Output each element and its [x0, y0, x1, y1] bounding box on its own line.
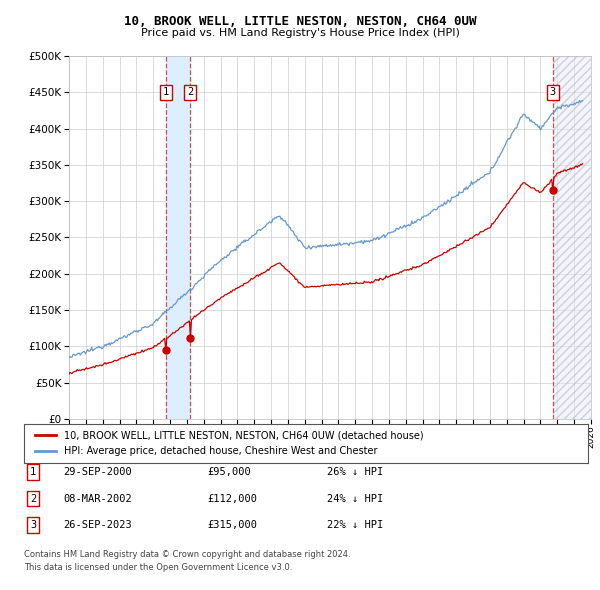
Text: 26% ↓ HPI: 26% ↓ HPI	[327, 467, 383, 477]
Legend: 10, BROOK WELL, LITTLE NESTON, NESTON, CH64 0UW (detached house), HPI: Average p: 10, BROOK WELL, LITTLE NESTON, NESTON, C…	[32, 428, 427, 459]
Bar	[166, 56, 190, 419]
Text: 08-MAR-2002: 08-MAR-2002	[63, 494, 132, 503]
Text: 26-SEP-2023: 26-SEP-2023	[63, 520, 132, 530]
Text: Price paid vs. HM Land Registry's House Price Index (HPI): Price paid vs. HM Land Registry's House …	[140, 28, 460, 38]
Text: Contains HM Land Registry data © Crown copyright and database right 2024.: Contains HM Land Registry data © Crown c…	[24, 550, 350, 559]
Text: 2: 2	[30, 494, 36, 503]
Text: 2: 2	[187, 87, 193, 97]
Text: 10, BROOK WELL, LITTLE NESTON, NESTON, CH64 0UW: 10, BROOK WELL, LITTLE NESTON, NESTON, C…	[124, 15, 476, 28]
Bar	[553, 56, 591, 419]
Text: 3: 3	[550, 87, 556, 97]
Text: This data is licensed under the Open Government Licence v3.0.: This data is licensed under the Open Gov…	[24, 563, 292, 572]
Text: 29-SEP-2000: 29-SEP-2000	[63, 467, 132, 477]
Text: 3: 3	[30, 520, 36, 530]
Text: £112,000: £112,000	[207, 494, 257, 503]
Text: 1: 1	[163, 87, 169, 97]
Bar	[553, 56, 591, 419]
Text: 1: 1	[30, 467, 36, 477]
Text: 22% ↓ HPI: 22% ↓ HPI	[327, 520, 383, 530]
Text: £95,000: £95,000	[207, 467, 251, 477]
Text: £315,000: £315,000	[207, 520, 257, 530]
Text: 24% ↓ HPI: 24% ↓ HPI	[327, 494, 383, 503]
